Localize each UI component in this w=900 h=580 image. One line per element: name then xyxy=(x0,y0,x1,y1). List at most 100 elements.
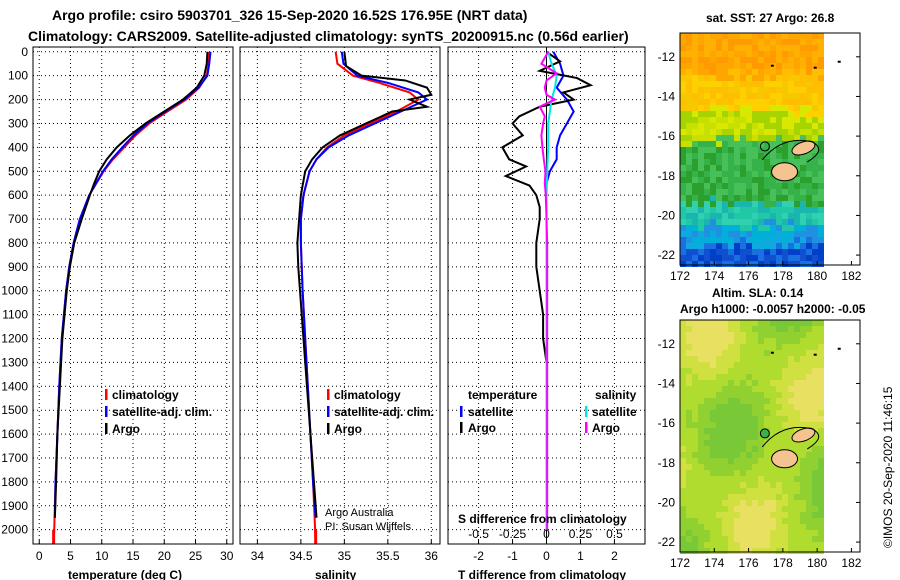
map-cell xyxy=(716,542,722,548)
map-cell xyxy=(704,416,710,422)
map-cell xyxy=(806,422,812,428)
map-cell xyxy=(686,368,692,374)
map-cell xyxy=(734,374,740,380)
map-cell xyxy=(740,482,746,488)
map-cell xyxy=(734,249,740,255)
map-cell xyxy=(692,177,698,183)
y-tick-label: 400 xyxy=(8,140,28,154)
map-cell xyxy=(806,446,812,452)
map-cell xyxy=(770,45,776,51)
map-cell xyxy=(680,416,686,422)
map-cell xyxy=(734,416,740,422)
map-cell xyxy=(710,398,716,404)
map-cell xyxy=(758,470,764,476)
map-cell xyxy=(692,171,698,177)
map-cell xyxy=(734,428,740,434)
map-cell xyxy=(734,87,740,93)
map-cell xyxy=(818,147,824,153)
map-cell xyxy=(740,542,746,548)
map-cell xyxy=(692,111,698,117)
map-cell xyxy=(788,410,794,416)
map-cell xyxy=(716,255,722,261)
map-cell xyxy=(818,422,824,428)
map-cell xyxy=(776,350,782,356)
map-cell xyxy=(692,165,698,171)
map-cell xyxy=(758,500,764,506)
map-cell xyxy=(812,380,818,386)
legend-swatch-diff-t-argo xyxy=(460,422,463,433)
map-cell xyxy=(686,129,692,135)
map-cell xyxy=(704,446,710,452)
map-cell xyxy=(686,249,692,255)
map-cell xyxy=(740,87,746,93)
map-cell xyxy=(794,87,800,93)
map-cell xyxy=(776,135,782,141)
map-cell xyxy=(704,488,710,494)
map-cell xyxy=(686,225,692,231)
map-cell xyxy=(752,111,758,117)
map-cell xyxy=(710,105,716,111)
map-cell xyxy=(764,422,770,428)
map-cell xyxy=(794,524,800,530)
legend-swatch-argo-t xyxy=(105,423,108,434)
map-cell xyxy=(752,542,758,548)
map-cell xyxy=(800,398,806,404)
map-cell xyxy=(800,548,806,554)
map-cell xyxy=(704,213,710,219)
map-cell xyxy=(752,320,758,326)
map-cell xyxy=(710,177,716,183)
map-cell xyxy=(722,512,728,518)
map-cell xyxy=(680,159,686,165)
map-cell xyxy=(806,458,812,464)
map-cell xyxy=(770,75,776,81)
map-cell xyxy=(758,506,764,512)
map-cell xyxy=(704,237,710,243)
map-cell xyxy=(752,117,758,123)
map-cell xyxy=(758,440,764,446)
map-cell xyxy=(686,332,692,338)
map-cell xyxy=(812,464,818,470)
map-cell xyxy=(722,51,728,57)
map-cell xyxy=(746,380,752,386)
map-cell xyxy=(794,500,800,506)
map-cell xyxy=(794,219,800,225)
map-cell xyxy=(704,434,710,440)
map-cell xyxy=(716,482,722,488)
float-position-marker xyxy=(759,141,770,152)
map-cell xyxy=(734,165,740,171)
map-cell xyxy=(758,434,764,440)
map-cell xyxy=(716,207,722,213)
map-cell xyxy=(686,243,692,249)
map-cell xyxy=(740,416,746,422)
map-cell xyxy=(788,201,794,207)
map-cell xyxy=(746,45,752,51)
map-cell xyxy=(686,392,692,398)
map-cell xyxy=(788,470,794,476)
map-cell xyxy=(806,476,812,482)
legend-swatch-sat-t xyxy=(105,406,108,417)
map-cell xyxy=(800,380,806,386)
map-cell xyxy=(746,422,752,428)
map-cell xyxy=(800,69,806,75)
map-cell xyxy=(728,153,734,159)
map-cell xyxy=(752,81,758,87)
map-cell xyxy=(764,446,770,452)
legend-swatch-argo-s xyxy=(327,423,330,434)
map-cell xyxy=(782,524,788,530)
map-cell xyxy=(782,255,788,261)
map-cell xyxy=(782,374,788,380)
map-cell xyxy=(722,374,728,380)
map-cell xyxy=(776,338,782,344)
legend-diff-salinity-title: salinity xyxy=(595,388,637,402)
map-cell xyxy=(818,45,824,51)
map-cell xyxy=(764,207,770,213)
map-cell xyxy=(716,368,722,374)
map-cell xyxy=(794,380,800,386)
map-cell xyxy=(788,39,794,45)
map-cell xyxy=(764,512,770,518)
map-cell xyxy=(698,326,704,332)
map-cell xyxy=(692,326,698,332)
map-cell xyxy=(752,177,758,183)
map-cell xyxy=(770,464,776,470)
map-cell xyxy=(782,249,788,255)
